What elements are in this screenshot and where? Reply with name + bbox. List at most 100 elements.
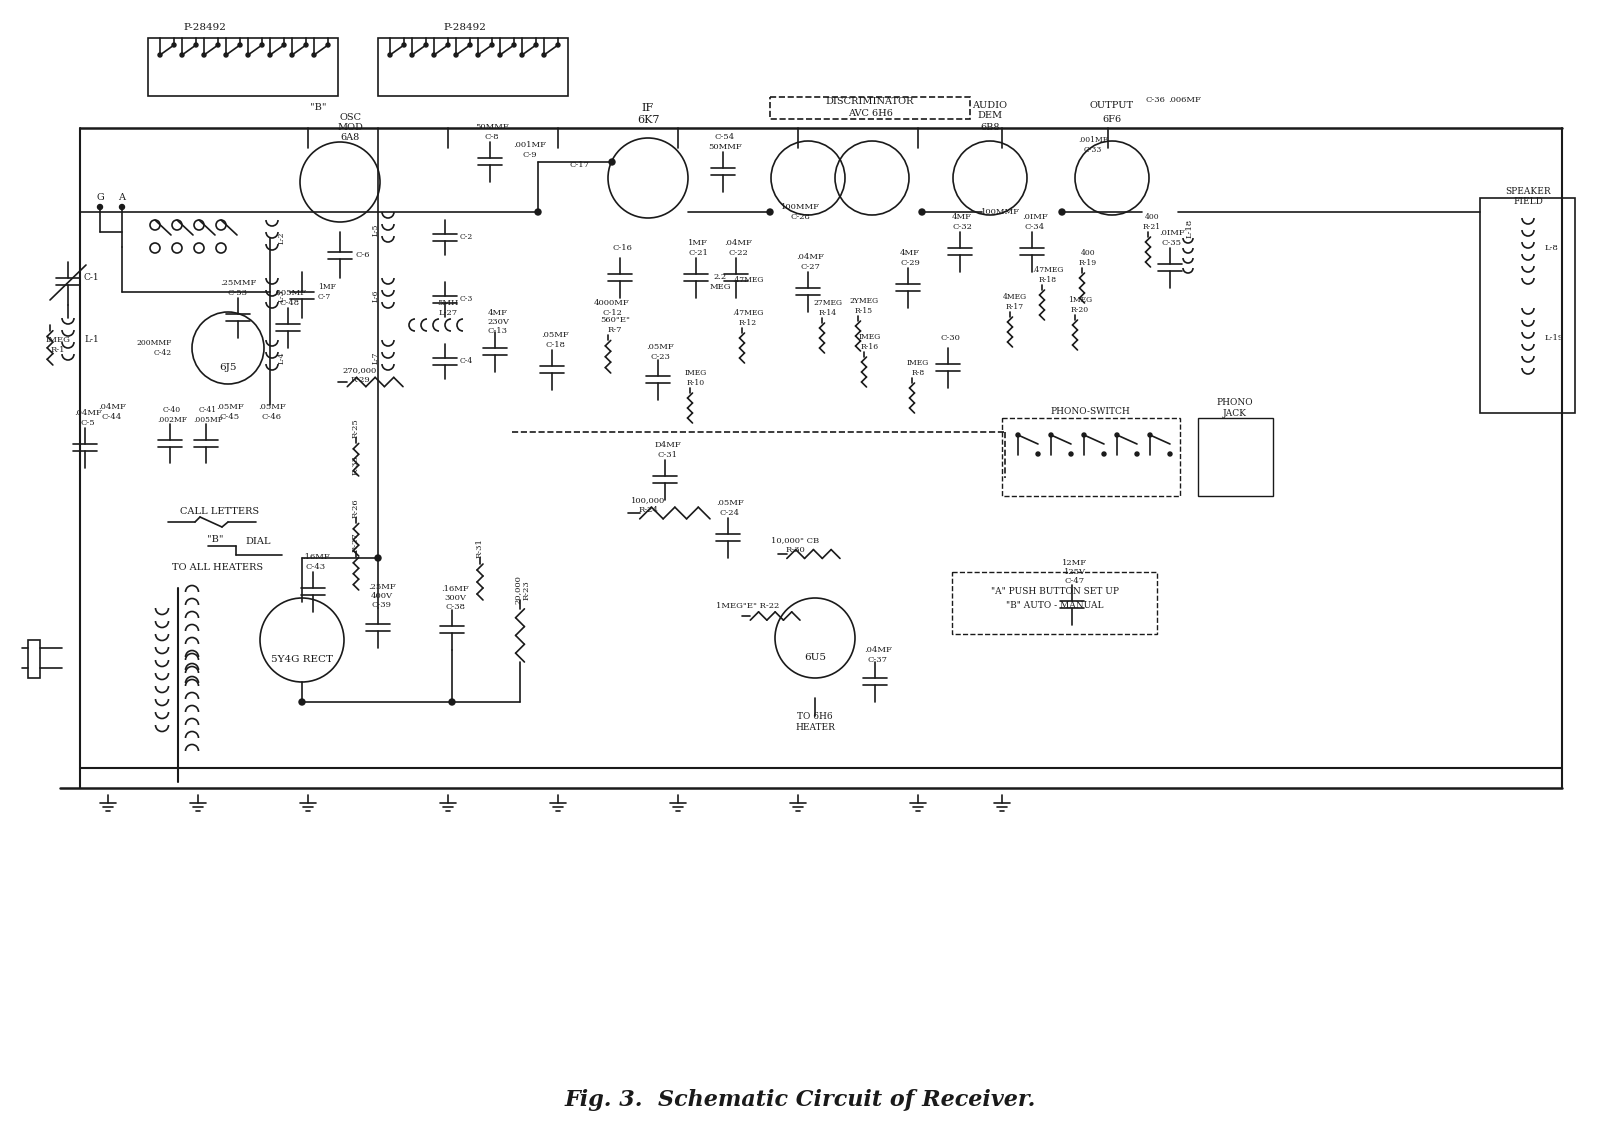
Circle shape xyxy=(238,43,242,48)
Circle shape xyxy=(269,53,272,57)
Text: L-19: L-19 xyxy=(1546,334,1565,342)
Text: .05MF
C-45: .05MF C-45 xyxy=(216,403,243,421)
Text: 6U5: 6U5 xyxy=(805,653,826,662)
Text: SPEAKER: SPEAKER xyxy=(1506,188,1550,197)
Text: IMEG
R-1: IMEG R-1 xyxy=(45,336,70,353)
Circle shape xyxy=(610,158,614,165)
Text: L-18: L-18 xyxy=(1186,218,1194,238)
Circle shape xyxy=(1115,434,1118,437)
Text: R-25: R-25 xyxy=(352,418,360,438)
Text: 5MH
L-27: 5MH L-27 xyxy=(437,299,459,317)
Text: TO ALL HEATERS: TO ALL HEATERS xyxy=(173,564,264,573)
Circle shape xyxy=(304,43,307,48)
Text: 1MF
C-21: 1MF C-21 xyxy=(688,239,707,257)
Text: C-41
.005MF: C-41 .005MF xyxy=(194,406,222,423)
Circle shape xyxy=(1016,434,1021,437)
Text: 4MF
230V
C-13: 4MF 230V C-13 xyxy=(486,309,509,335)
Circle shape xyxy=(477,53,480,57)
Text: OUTPUT: OUTPUT xyxy=(1090,101,1134,110)
Text: .005MF
C-48: .005MF C-48 xyxy=(274,290,307,307)
Text: .05MF
C-46: .05MF C-46 xyxy=(258,403,286,421)
Text: .16MF
300V
C-38: .16MF 300V C-38 xyxy=(442,585,469,611)
Text: C-16: C-16 xyxy=(613,245,632,252)
Circle shape xyxy=(424,43,429,48)
Text: .0IMF
C-35: .0IMF C-35 xyxy=(1158,230,1186,247)
Circle shape xyxy=(918,209,925,215)
Circle shape xyxy=(520,53,525,57)
Circle shape xyxy=(467,43,472,48)
Text: R-27: R-27 xyxy=(352,532,360,552)
Text: 400
R-19: 400 R-19 xyxy=(1078,249,1098,267)
Text: "B" AUTO - MANUAL: "B" AUTO - MANUAL xyxy=(1006,601,1104,610)
Text: 4MF
C-32: 4MF C-32 xyxy=(952,214,973,231)
Text: "B": "B" xyxy=(206,535,224,544)
Circle shape xyxy=(326,43,330,48)
Text: .001MF
C-33: .001MF C-33 xyxy=(1078,136,1107,154)
Text: L-8: L-8 xyxy=(1546,245,1558,252)
Text: C-54
50MMF: C-54 50MMF xyxy=(709,134,742,151)
Text: DIAL: DIAL xyxy=(245,538,270,547)
Text: .05MF
C-24: .05MF C-24 xyxy=(717,499,744,516)
Circle shape xyxy=(766,209,773,215)
Text: OSC: OSC xyxy=(339,113,362,122)
Circle shape xyxy=(374,555,381,561)
Text: IMEG
R-10: IMEG R-10 xyxy=(685,369,707,387)
Text: .04MF
C-27: .04MF C-27 xyxy=(797,254,824,271)
Circle shape xyxy=(498,53,502,57)
Text: L-4: L-4 xyxy=(278,352,286,365)
Text: D4MF
C-31: D4MF C-31 xyxy=(654,441,682,458)
Text: AVC 6H6: AVC 6H6 xyxy=(848,110,893,119)
Circle shape xyxy=(1102,452,1106,456)
Circle shape xyxy=(179,53,184,57)
Text: 200MMF
C-42: 200MMF C-42 xyxy=(136,340,173,357)
Circle shape xyxy=(490,43,494,48)
Text: 270,000
R-29: 270,000 R-29 xyxy=(342,367,378,384)
Text: C-3: C-3 xyxy=(461,295,474,303)
Text: IMEG
R-8: IMEG R-8 xyxy=(907,359,930,377)
Circle shape xyxy=(1149,434,1152,437)
Circle shape xyxy=(246,53,250,57)
Text: L-2: L-2 xyxy=(278,232,286,245)
Text: .04MF
C-5: .04MF C-5 xyxy=(74,410,102,427)
Text: 400
R-21: 400 R-21 xyxy=(1142,214,1162,231)
Circle shape xyxy=(1082,434,1086,437)
Text: P-28492: P-28492 xyxy=(443,23,486,32)
Circle shape xyxy=(194,43,198,48)
Bar xyxy=(147,38,338,96)
Circle shape xyxy=(312,53,317,57)
Circle shape xyxy=(542,53,546,57)
Text: TO 6H6
HEATER: TO 6H6 HEATER xyxy=(795,712,835,731)
Text: Fig. 3.  Schematic Circuit of Receiver.: Fig. 3. Schematic Circuit of Receiver. xyxy=(565,1089,1035,1110)
Text: CALL LETTERS: CALL LETTERS xyxy=(181,507,259,516)
Text: C-2: C-2 xyxy=(461,233,474,241)
Circle shape xyxy=(1059,209,1066,215)
Text: 4000MF
C-12: 4000MF C-12 xyxy=(594,299,630,317)
Bar xyxy=(1002,418,1181,496)
Circle shape xyxy=(534,43,538,48)
Text: 1MEG"E" R-22: 1MEG"E" R-22 xyxy=(717,602,779,610)
Text: .006MF: .006MF xyxy=(1168,96,1202,104)
Text: 10,000" CB
R-30: 10,000" CB R-30 xyxy=(771,537,819,554)
Circle shape xyxy=(450,698,454,705)
Text: "B": "B" xyxy=(310,103,326,112)
Text: 50MMF
C-8: 50MMF C-8 xyxy=(475,123,509,140)
Text: AUDIO: AUDIO xyxy=(973,101,1008,110)
Circle shape xyxy=(557,43,560,48)
Text: FIELD: FIELD xyxy=(1514,197,1542,206)
Text: G: G xyxy=(96,194,104,203)
Text: C-6: C-6 xyxy=(355,251,370,259)
Text: IF: IF xyxy=(642,103,654,113)
Circle shape xyxy=(512,43,515,48)
Text: .47MEG: .47MEG xyxy=(733,276,763,284)
Circle shape xyxy=(446,43,450,48)
Bar xyxy=(770,97,970,119)
Circle shape xyxy=(299,698,306,705)
Text: .05MF
C-23: .05MF C-23 xyxy=(646,343,674,361)
Text: 6J5: 6J5 xyxy=(219,363,237,372)
Text: 1MF
C-7: 1MF C-7 xyxy=(318,283,336,301)
Text: 6B8: 6B8 xyxy=(981,122,1000,131)
Circle shape xyxy=(1069,452,1074,456)
Text: 2.2
MEG: 2.2 MEG xyxy=(709,274,731,291)
Bar xyxy=(29,640,40,678)
Circle shape xyxy=(410,53,414,57)
